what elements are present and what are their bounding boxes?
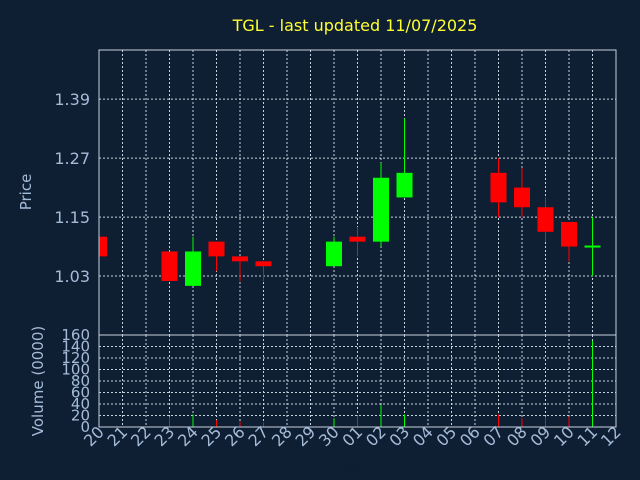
price-axis-ticks: 1.03 1.15 1.27 1.39 (54, 90, 90, 286)
candle-body (373, 177, 389, 242)
price-tick-label: 1.15 (54, 208, 90, 227)
price-panel-frame (98, 49, 617, 336)
volume-tick-label: 0 (80, 418, 90, 436)
volume-tick-label: 100 (61, 361, 90, 379)
volume-tick-label: 60 (71, 384, 90, 402)
candle-body (561, 221, 577, 247)
candle-body (490, 172, 507, 203)
price-tick-label: 1.03 (54, 267, 90, 286)
candle-03 (396, 118, 413, 198)
candle-body (99, 236, 107, 257)
candle-body (185, 251, 201, 286)
candle-02 (373, 163, 389, 247)
price-axis-label: Price (17, 174, 35, 211)
volume-bars (169, 340, 593, 427)
volume-tick-label: 40 (71, 395, 90, 413)
candle-01 (349, 226, 366, 257)
volume-axis-label: Volume (0000) (29, 326, 47, 436)
chart-title: TGL - last updated 11/07/2025 (232, 16, 478, 35)
candle-body (537, 207, 554, 232)
candle-body (396, 172, 413, 198)
candle-20 (98, 236, 107, 257)
grid-lines (99, 50, 616, 427)
candle-25 (208, 241, 225, 272)
price-tick-label: 1.39 (54, 90, 90, 109)
candle-body (349, 236, 366, 242)
candle-26 (232, 256, 248, 281)
candle-23 (161, 251, 178, 281)
candle-11 (584, 217, 601, 277)
volume-panel-frame (98, 334, 617, 428)
candle-24 (185, 236, 201, 286)
candle-body (232, 256, 248, 262)
price-tick-label: 1.27 (54, 149, 90, 168)
volume-tick-label: 80 (71, 372, 90, 390)
volume-tick-label: 20 (71, 407, 90, 425)
volume-tick-label: 140 (61, 338, 90, 356)
candle-27 (255, 261, 272, 281)
candle-08 (514, 167, 530, 218)
candle-30 (326, 236, 342, 267)
candle-body (326, 241, 342, 267)
candle-body (161, 251, 178, 281)
candle-10 (561, 221, 577, 262)
candle-07 (490, 158, 507, 218)
candle-body (208, 241, 225, 257)
day-axis-label: Day (334, 460, 362, 476)
candle-body (514, 187, 530, 208)
day-axis-ticks: 2021222324252627282930010203040506070809… (80, 422, 625, 450)
volume-tick-label: 120 (61, 349, 90, 367)
candle-body (255, 261, 272, 267)
volume-tick-label: 160 (61, 326, 90, 344)
candle-09 (537, 197, 554, 242)
candles (98, 118, 601, 286)
